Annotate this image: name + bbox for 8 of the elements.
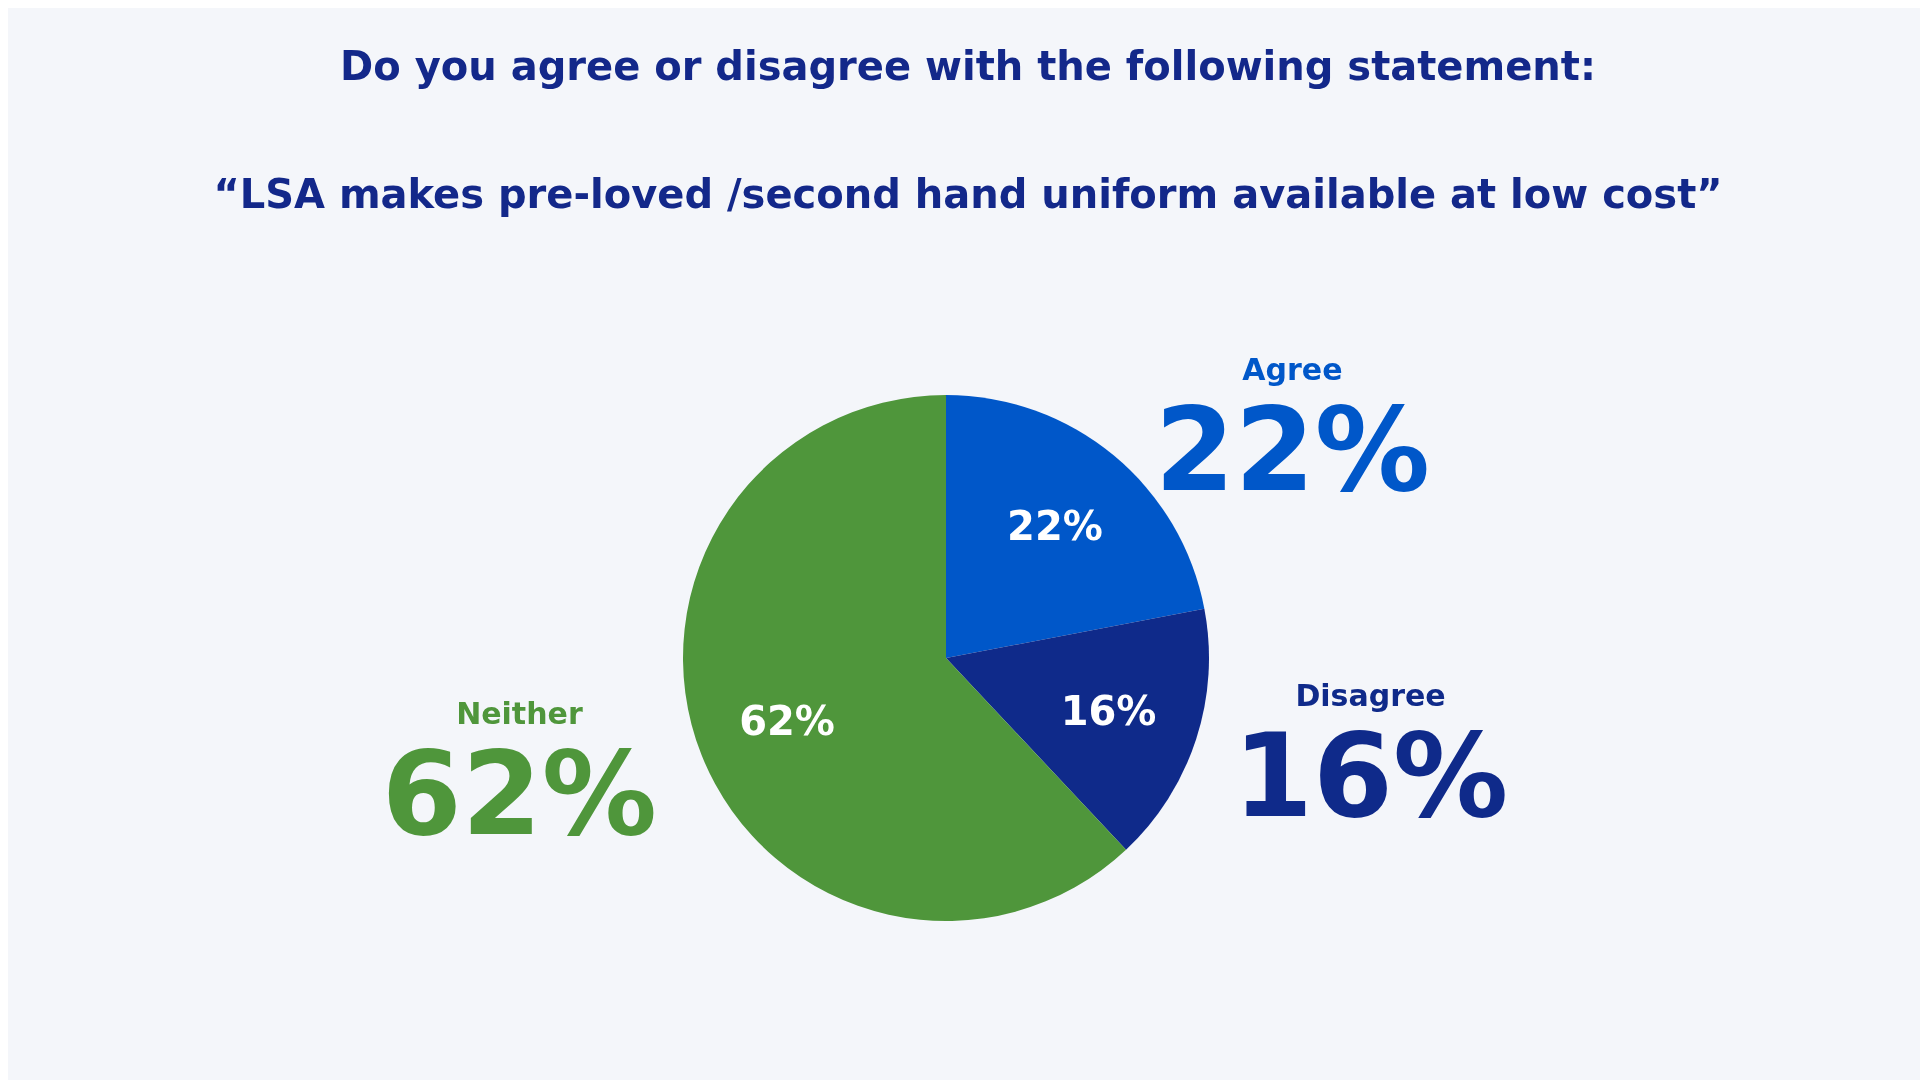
slice-label: Disagree	[1295, 678, 1446, 714]
data-label: 16%	[1060, 687, 1157, 734]
pie-slice	[946, 608, 1209, 850]
chart-title: Do you agree or disagree with the following statement:	[340, 43, 1596, 89]
data-label: 22%	[1007, 503, 1103, 550]
slice-label: Agree	[1242, 351, 1343, 387]
data-label: 62%	[739, 697, 835, 744]
chart-subtitle: “LSA makes pre-loved /second hand uniform available at low cost”	[213, 171, 1723, 217]
